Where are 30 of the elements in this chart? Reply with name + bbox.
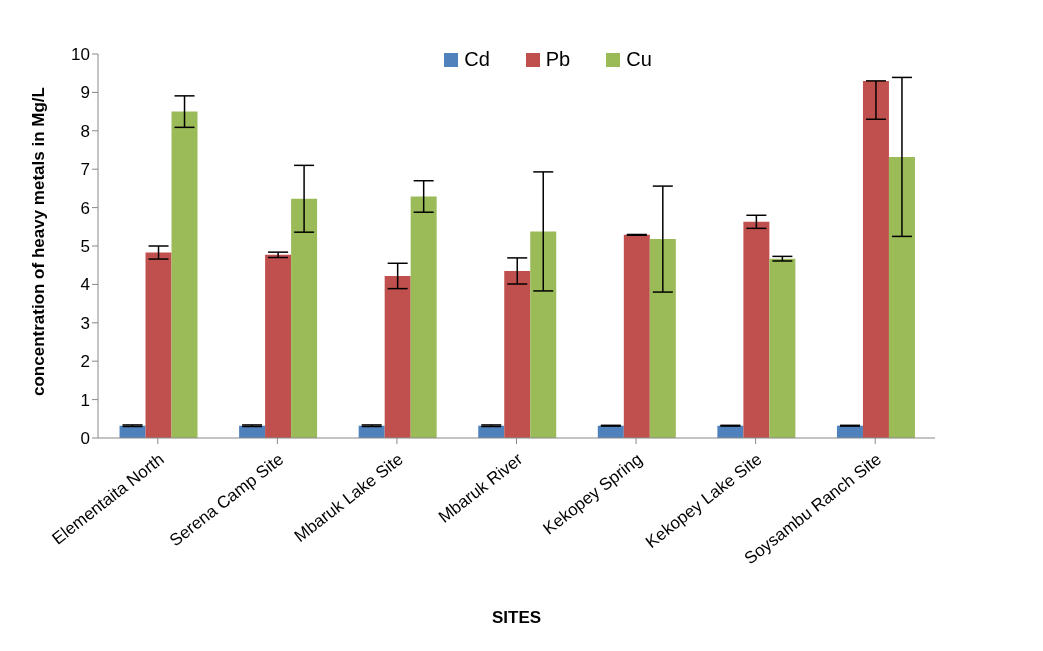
bar (145, 252, 172, 438)
x-axis-title: SITES (491, 608, 542, 627)
y-tick-label: 6 (80, 198, 90, 218)
legend-label: Cd (463, 48, 490, 71)
bar (649, 239, 676, 438)
y-tick-label: 8 (80, 121, 90, 141)
y-tick-label: 5 (80, 237, 90, 257)
bar (410, 196, 437, 438)
legend-label: Cu (625, 48, 652, 71)
bar (291, 198, 318, 438)
bar (862, 80, 889, 438)
legend-label: Pb (544, 48, 571, 71)
y-axis-title: concentration of heavy metals in Mg/L (29, 87, 49, 396)
bar (530, 231, 557, 438)
bar (888, 156, 915, 438)
y-tick-label: 3 (80, 313, 90, 333)
bar (265, 254, 292, 438)
bar (171, 111, 198, 438)
y-tick-label: 0 (80, 429, 90, 449)
bar (769, 258, 796, 438)
y-tick-label: 10 (71, 45, 90, 65)
bar (384, 275, 411, 438)
bar (504, 270, 531, 438)
bar (623, 234, 650, 438)
y-tick-label: 2 (80, 352, 90, 372)
y-tick-label: 1 (80, 390, 90, 410)
y-tick-label: 9 (80, 83, 90, 103)
y-tick-label: 7 (80, 160, 90, 180)
bar (743, 221, 770, 438)
y-tick-label: 4 (80, 275, 90, 295)
